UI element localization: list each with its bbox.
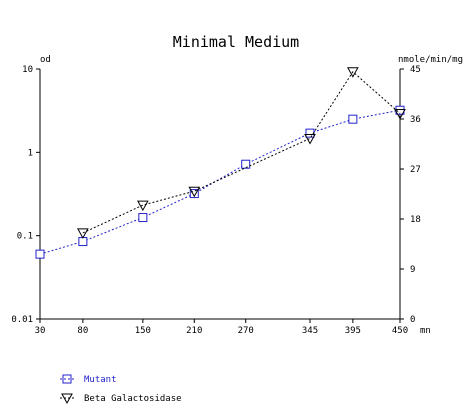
x-tick-label: 150 — [135, 326, 151, 336]
data-point-beta-galactosidase — [394, 108, 406, 120]
x-tick-label: 80 — [77, 326, 88, 336]
left-tick-label: 0.1 — [17, 232, 33, 242]
right-axis-ticks: 0 9 18 27 36 45 — [400, 65, 421, 325]
left-axis-ticks: 0.01 0.1 1 10 — [11, 65, 40, 325]
data-point-mutant — [241, 159, 251, 169]
x-axis-ticks: 30 80 150 210 270 345 395 450 — [35, 319, 408, 336]
legend-label-beta-galactosidase: Beta Galactosidase — [84, 394, 182, 404]
chart-title: Minimal Medium — [173, 33, 299, 51]
right-tick-label: 0 — [410, 315, 415, 325]
data-point-mutant — [138, 213, 148, 223]
legend-label-mutant: Mutant — [84, 375, 117, 385]
data-point-mutant — [35, 249, 45, 259]
left-tick-label: 10 — [22, 65, 33, 75]
left-tick-label: 0.01 — [11, 315, 33, 325]
series-layer — [35, 67, 406, 259]
series-line-beta-galactosidase — [82, 71, 401, 234]
square-marker-icon — [62, 374, 72, 384]
x-tick-label: 450 — [392, 326, 408, 336]
data-point-mutant — [305, 128, 315, 138]
data-point-mutant — [189, 189, 199, 199]
data-point-beta-galactosidase — [304, 133, 316, 145]
triangle-marker-icon — [61, 393, 73, 405]
data-point-beta-galactosidase — [137, 200, 149, 212]
legend-item-mutant: Mutant — [60, 374, 117, 385]
legend-item-beta-galactosidase: Beta Galactosidase — [60, 393, 182, 405]
series-line-mutant — [39, 109, 401, 255]
right-tick-label: 45 — [410, 65, 421, 75]
plot-area — [39, 69, 401, 320]
right-tick-label: 27 — [410, 165, 421, 175]
left-axis-label: od — [40, 55, 51, 65]
data-point-beta-galactosidase — [77, 228, 89, 239]
x-tick-label: 270 — [238, 326, 254, 336]
data-point-mutant — [348, 114, 358, 124]
data-point-beta-galactosidase — [188, 186, 201, 198]
legend: Mutant Beta Galactosidase — [60, 374, 182, 405]
x-tick-label: 30 — [35, 326, 46, 336]
right-tick-label: 36 — [410, 115, 421, 125]
right-axis-label: nmole/min/mg — [398, 55, 463, 65]
right-tick-label: 9 — [410, 265, 415, 275]
right-tick-label: 18 — [410, 215, 421, 225]
left-tick-label: 1 — [28, 148, 33, 158]
data-point-beta-galactosidase — [347, 67, 359, 78]
x-unit-label: mn — [420, 326, 431, 336]
x-tick-label: 210 — [186, 326, 202, 336]
x-tick-label: 345 — [302, 326, 318, 336]
x-tick-label: 395 — [345, 326, 361, 336]
